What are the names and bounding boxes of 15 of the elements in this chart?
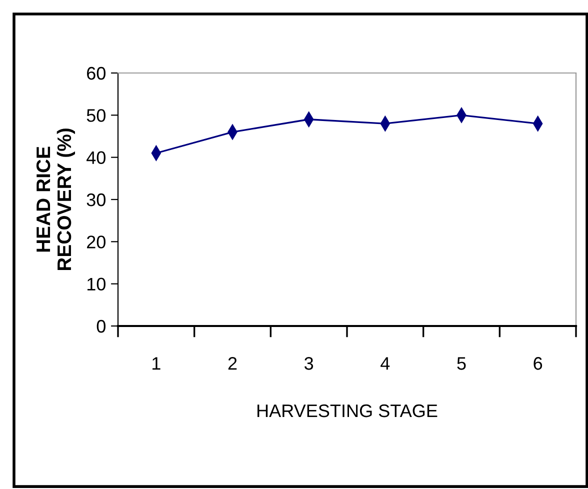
x-tick-label: 4 <box>380 357 390 370</box>
x-tick-label: 1 <box>152 357 160 370</box>
y-tick-label: 40 <box>86 151 106 164</box>
y-tick-label: 60 <box>87 66 106 80</box>
y-tick-label: 10 <box>87 278 106 291</box>
y-tick-label: 30 <box>86 193 106 206</box>
y-tick-label: 20 <box>87 236 106 248</box>
y-axis-title: HEAD RICE RECOVERY (%) <box>36 128 75 270</box>
x-tick-label: 5 <box>457 357 466 370</box>
x-tick-label: 3 <box>304 357 314 370</box>
x-axis-title: HARVESTING STAGE <box>258 404 438 418</box>
x-tick-label: 2 <box>228 357 237 370</box>
x-tick-label: 6 <box>534 357 542 370</box>
y-tick-label: 50 <box>86 109 106 122</box>
y-tick-label: 0 <box>96 320 106 333</box>
